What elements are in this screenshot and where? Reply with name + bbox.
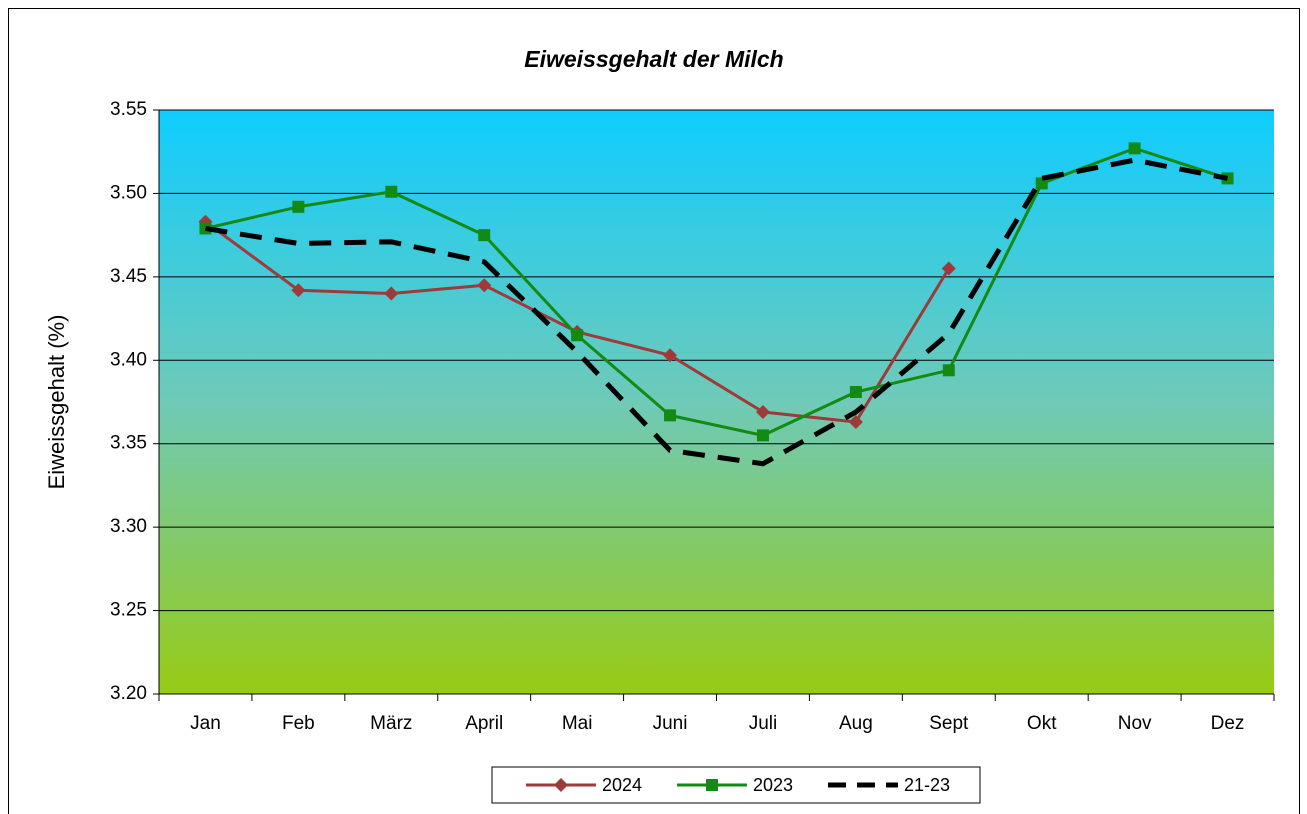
marker [664, 409, 677, 422]
marker [385, 185, 398, 198]
chart-title: Eiweissgehalt der Milch [524, 46, 783, 72]
marker [477, 278, 492, 293]
y-tick-label: 3.45 [110, 266, 147, 287]
marker [663, 348, 678, 363]
y-tick-label: 3.20 [110, 683, 147, 704]
marker [554, 778, 568, 792]
x-tick-label: Jan [190, 713, 221, 734]
marker [848, 415, 863, 430]
y-tick-label: 3.25 [110, 600, 147, 621]
marker [706, 779, 718, 791]
x-tick-label: Nov [1118, 713, 1152, 734]
y-tick-label: 3.50 [110, 182, 147, 203]
x-tick-label: Okt [1027, 713, 1057, 734]
series-line [205, 157, 1229, 467]
marker [849, 385, 862, 398]
legend-label: 21-23 [904, 775, 950, 795]
x-tick-label: April [465, 713, 503, 734]
legend-label: 2023 [753, 775, 793, 795]
y-tick-label: 3.30 [110, 516, 147, 537]
x-tick-label: März [370, 713, 412, 734]
x-tick-label: Juni [653, 713, 688, 734]
x-tick-label: Mai [562, 713, 593, 734]
legend: 2024 2023 21-23 [491, 766, 981, 804]
y-tick-label: 3.40 [110, 349, 147, 370]
x-tick-label: Juli [749, 713, 778, 734]
y-tick-label: 3.35 [110, 433, 147, 454]
marker [1035, 177, 1048, 190]
legend-label: 2024 [602, 775, 642, 795]
plot-area [159, 110, 1274, 694]
marker [941, 261, 956, 276]
x-tick-label: Sept [929, 713, 969, 734]
marker [571, 329, 584, 342]
x-tick-label: Feb [282, 713, 315, 734]
y-tick-label: 3.55 [110, 99, 147, 120]
marker [384, 286, 399, 301]
x-tick-label: Aug [839, 713, 873, 734]
marker [291, 283, 306, 298]
marker [942, 364, 955, 377]
marker [756, 429, 769, 442]
marker [755, 405, 770, 420]
y-axis-label: Eiweissgehalt (%) [44, 315, 69, 490]
marker [478, 229, 491, 242]
x-tick-label: Dez [1211, 713, 1245, 734]
marker [292, 200, 305, 213]
marker [1128, 142, 1141, 155]
